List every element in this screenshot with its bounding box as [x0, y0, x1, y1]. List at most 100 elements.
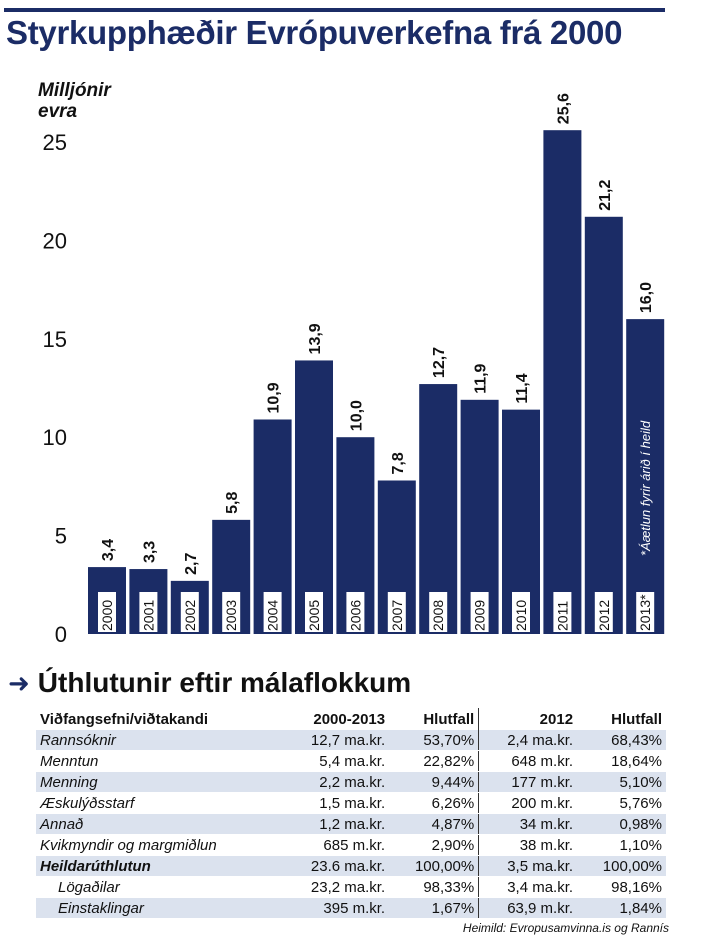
- x-tick-label: 2005: [306, 600, 322, 631]
- bar-chart: 0 5 10 15 20 25 3,4 2000 3,3 2001 2,7 2002 5,8 2003 10…: [43, 93, 665, 647]
- y-tick-label: 15: [43, 327, 67, 352]
- section-heading: ➜ Úthlutunir eftir málaflokkum: [8, 667, 411, 699]
- x-tick-label: 2004: [265, 600, 281, 631]
- x-tick-label: 2011: [554, 601, 570, 631]
- table-row: Æskulýðsstarf 1,5 ma.kr. 6,26% 200 m.kr. 5,7…: [36, 792, 666, 814]
- cell-period-share: 1,67%: [389, 897, 479, 919]
- cell-period-amount: 1,5 ma.kr.: [280, 792, 390, 814]
- x-tick-label: 2003: [223, 600, 239, 631]
- source-note: Heimild: Evropusamvinna.is og Rannís: [462, 921, 669, 935]
- category-label-box: [98, 592, 116, 632]
- cell-period-amount: 23,2 ma.kr.: [280, 876, 390, 898]
- cell-period-amount: 5,4 ma.kr.: [280, 750, 390, 772]
- bar: [626, 319, 665, 634]
- cell-year-amount: 2,4 ma.kr.: [478, 730, 578, 751]
- x-tick-label: 2007: [389, 600, 405, 631]
- category-label-box: [636, 592, 655, 632]
- x-tick-label: 2012: [596, 600, 612, 631]
- data-label: 10,9: [266, 382, 283, 413]
- header-share-year: Hlutfall: [611, 710, 662, 728]
- y-tick-label: 10: [43, 425, 67, 450]
- data-label: 10,0: [348, 400, 365, 431]
- cell-period-share: 98,33%: [389, 876, 479, 898]
- cell-period-share: 6,26%: [389, 792, 479, 814]
- header-share-period: Hlutfall: [423, 710, 475, 728]
- cell-year-share: 68,43%: [577, 730, 666, 751]
- section-heading-text: Úthlutunir eftir málaflokkum: [37, 667, 412, 698]
- chart-title: Styrkupphæðir Evrópuverkefna frá 2000: [6, 14, 623, 51]
- cell-year-amount: 38 m.kr.: [478, 834, 578, 856]
- category-label-box: [429, 592, 448, 632]
- bar: [295, 360, 333, 634]
- cell-category: Annað: [36, 813, 281, 835]
- data-label: 21,2: [597, 180, 614, 211]
- cell-year-share: 18,64%: [577, 750, 666, 772]
- data-label: 11,4: [514, 373, 531, 403]
- x-tick-label: 2000: [99, 600, 115, 631]
- cell-category: Kvikmyndir og margmiðlun: [36, 834, 281, 856]
- data-label: 13,9: [307, 323, 324, 354]
- cell-year-amount: 648 m.kr.: [478, 750, 578, 772]
- cell-category: Rannsóknir: [36, 730, 281, 751]
- data-label: 3,4: [100, 539, 117, 561]
- cell-year-amount: 63,9 m.kr.: [478, 897, 578, 919]
- data-label: 25,6: [555, 93, 572, 124]
- category-label-box: [512, 592, 530, 632]
- table-row: Heildarúthlutun 23.6 ma.kr. 100,00% 3,5 ma.…: [36, 855, 666, 877]
- header-year: 2012: [478, 708, 578, 730]
- table-row: Einstaklingar 395 m.kr. 1,67% 63,9 m.kr. 1,8…: [36, 897, 666, 919]
- cell-category: Einstaklingar: [36, 897, 281, 919]
- data-label: 12,7: [431, 347, 448, 378]
- data-label: 7,8: [390, 452, 407, 474]
- category-label-box: [305, 592, 323, 632]
- data-label: 2,7: [183, 553, 200, 575]
- arrow-right-icon: ➜: [8, 667, 30, 698]
- bar: [543, 130, 582, 634]
- cell-category: Menning: [36, 771, 281, 793]
- data-label: 11,9: [473, 363, 490, 393]
- x-tick-label: 2001: [140, 600, 156, 631]
- cell-period-share: 100,00%: [389, 855, 479, 877]
- data-label: 16,0: [638, 282, 655, 313]
- header-period: 2000-2013: [313, 710, 386, 728]
- table-header-row: Viðfangsefni/viðtakandi 2000-2013 Hlutfa…: [36, 708, 666, 730]
- cell-year-share: 5,10%: [577, 771, 666, 793]
- cell-year-share: 98,16%: [577, 876, 666, 898]
- category-label-box: [594, 592, 613, 632]
- x-tick-label: 2009: [472, 600, 488, 631]
- x-tick-label: 2002: [182, 600, 198, 631]
- cell-year-amount: 3,5 ma.kr.: [478, 855, 578, 877]
- x-tick-label: 2008: [430, 600, 446, 631]
- cell-year-share: 1,84%: [577, 897, 666, 919]
- y-tick-label: 20: [43, 228, 67, 253]
- cell-year-share: 1,10%: [577, 834, 666, 856]
- category-label-box: [263, 592, 282, 632]
- y-tick-label: 5: [55, 524, 67, 549]
- table-row: Kvikmyndir og margmiðlun 685 m.kr. 2,90% 38…: [36, 834, 666, 856]
- category-label-box: [346, 592, 365, 632]
- cell-year-share: 0,98%: [577, 813, 666, 835]
- table-row: Menning 2,2 ma.kr. 9,44% 177 m.kr. 5,10%: [36, 771, 666, 793]
- category-label-box: [553, 592, 572, 632]
- x-tick-label: 2013*: [637, 594, 653, 631]
- table-row: Rannsóknir 12,7 ma.kr. 53,70% 2,4 ma.kr. 68,…: [36, 730, 666, 751]
- y-axis-label: Milljónir evra: [38, 80, 111, 122]
- cell-year-amount: 200 m.kr.: [478, 792, 578, 814]
- category-label-box: [387, 592, 406, 632]
- annotation-label: *Áætlun fyrir árið í heild: [638, 420, 653, 556]
- top-rule: [4, 8, 665, 12]
- cell-period-amount: 12,7 ma.kr.: [280, 730, 390, 751]
- cell-year-share: 5,76%: [577, 792, 666, 814]
- table-row: Lögaðilar 23,2 ma.kr. 98,33% 3,4 ma.kr. 98,1…: [36, 876, 666, 898]
- cell-period-amount: 685 m.kr.: [280, 834, 390, 856]
- cell-period-amount: 1,2 ma.kr.: [280, 813, 390, 835]
- cell-year-amount: 3,4 ma.kr.: [478, 876, 578, 898]
- cell-period-share: 2,90%: [389, 834, 479, 856]
- category-label-box: [139, 592, 158, 632]
- table-row: Menntun 5,4 ma.kr. 22,82% 648 m.kr. 18,64%: [36, 750, 666, 772]
- cell-period-share: 22,82%: [389, 750, 479, 772]
- header-category: Viðfangsefni/viðtakandi: [40, 710, 209, 728]
- x-tick-label: 2010: [513, 600, 529, 631]
- category-label-box: [470, 592, 489, 632]
- cell-period-share: 4,87%: [389, 813, 479, 835]
